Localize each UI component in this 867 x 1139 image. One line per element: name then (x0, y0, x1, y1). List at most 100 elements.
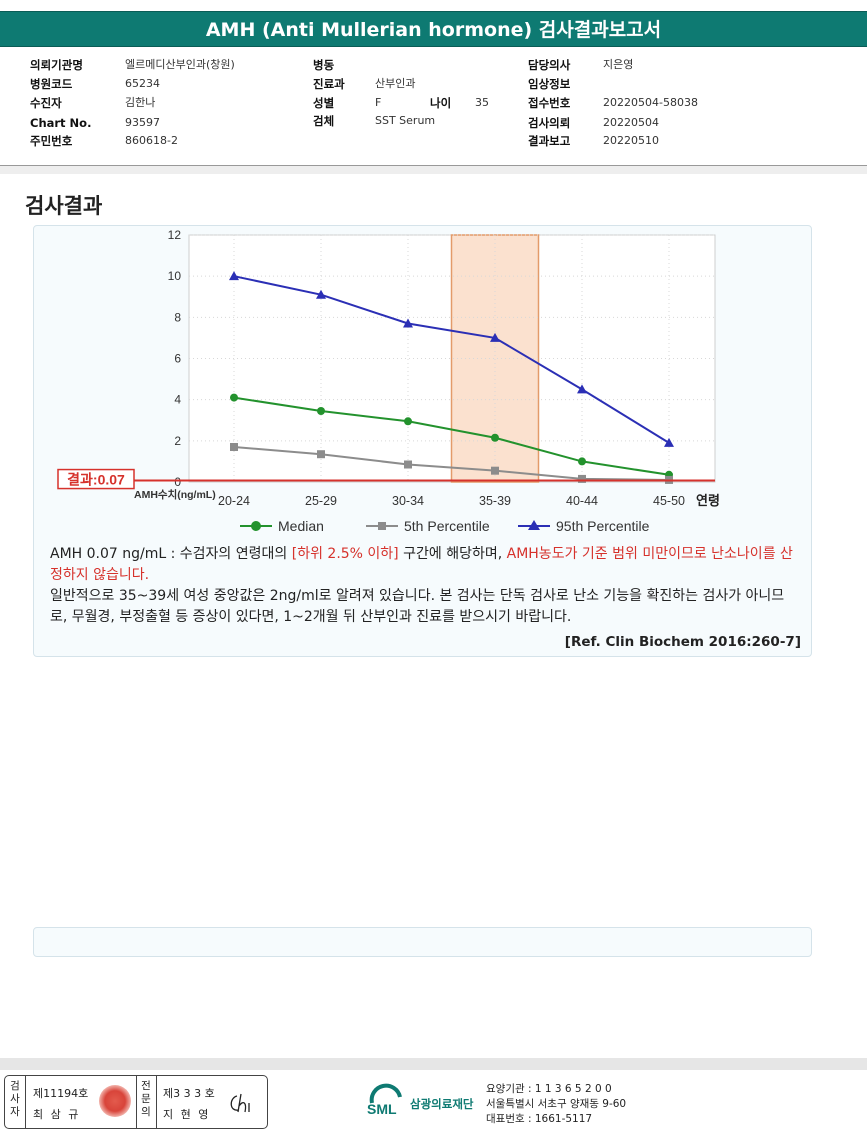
data-point (664, 437, 674, 447)
info-value: 65234 (125, 77, 160, 90)
info-row-request-date: 검사의뢰 (528, 114, 570, 132)
data-point (578, 474, 586, 483)
org-address: 서울특별시 서초구 양재동 9-60 (486, 1098, 627, 1110)
data-point (316, 289, 326, 299)
footer-band (0, 1058, 867, 1070)
y-axis-label: AMH수치(ng/mL) (134, 488, 216, 501)
x-axis-suffix: 연령 (696, 493, 720, 508)
y-tick-label: 0 (174, 475, 181, 489)
info-label: 검사의뢰 (528, 116, 571, 130)
info-row-ward: 병동 (313, 56, 334, 74)
info-label: Chart No. (30, 116, 92, 130)
info-row-department: 진료과 (313, 75, 345, 93)
y-tick-label: 2 (174, 434, 181, 448)
x-tick-label: 45-50 (653, 494, 685, 508)
result-description: AMH 0.07 ng/mL : 수검자의 연령대의 [하위 2.5% 이하] … (50, 544, 800, 628)
divider (156, 1076, 157, 1128)
data-point (577, 384, 587, 394)
legend-label: Median (278, 518, 324, 534)
y-tick-label: 6 (174, 352, 181, 366)
data-point (230, 393, 238, 402)
legend-label: 5th Percentile (404, 518, 490, 534)
info-row-age: 나이 (430, 94, 451, 112)
info-label: 결과보고 (528, 134, 571, 148)
x-tick-label: 30-34 (392, 494, 424, 508)
info-value: 20220504 (603, 116, 659, 129)
official-seal-icon (99, 1085, 131, 1117)
info-label: 병동 (313, 58, 335, 72)
reference-citation: [Ref. Clin Biochem 2016:260-7] (564, 634, 801, 650)
data-point (317, 406, 325, 415)
info-label: 의뢰기관명 (30, 58, 83, 72)
separator-band (0, 166, 867, 174)
result-label: 결과:0.07 (67, 472, 125, 488)
info-value: 20220504-58038 (603, 96, 698, 109)
specialist-name: 지 현 영 (163, 1108, 211, 1121)
info-label: 담당의사 (528, 58, 571, 72)
examiner-name: 최 삼 규 (33, 1108, 81, 1121)
legend-marker (251, 521, 261, 531)
report-title: AMH (Anti Mullerian hormone) 검사결과보고서 (0, 11, 867, 47)
empty-comment-box (33, 927, 812, 957)
legend-marker (378, 522, 386, 530)
info-row-hospital-code: 병원코드 (30, 75, 72, 93)
x-tick-label: 20-24 (218, 494, 250, 508)
legend-marker (528, 520, 540, 530)
info-label: 접수번호 (528, 96, 571, 110)
info-label: 병원코드 (30, 77, 73, 91)
info-row-patient: 수진자 (30, 94, 62, 112)
examiner-license: 제11194호 (33, 1087, 89, 1100)
specialist-label: 전문의 (141, 1080, 151, 1118)
data-point (578, 457, 586, 466)
organization-name: 삼광의료재단 (410, 1097, 474, 1111)
info-label: 임상정보 (528, 77, 571, 91)
data-point (317, 450, 325, 459)
data-point (403, 318, 413, 328)
divider (25, 1076, 26, 1128)
org-code: 요양기관 : 1 1 3 6 5 2 0 0 (486, 1083, 612, 1095)
data-point (230, 443, 238, 452)
specialist-license: 제3 3 3 호 (163, 1087, 215, 1100)
info-label: 수진자 (30, 96, 62, 110)
sml-logo-text: SML (367, 1101, 397, 1117)
info-row-resident-no: 주민번호 (30, 132, 72, 150)
x-tick-label: 25-29 (305, 494, 337, 508)
info-row-report-date: 결과보고 (528, 132, 570, 150)
info-label: 주민번호 (30, 134, 73, 148)
data-point (404, 417, 412, 426)
signature-icon (230, 1093, 250, 1113)
info-label: 검체 (313, 114, 335, 128)
signature-box: 검사자 제11194호 최 삼 규 전문의 제3 3 3 호 지 현 영 (4, 1075, 268, 1129)
info-row-institution: 의뢰기관명 (30, 56, 83, 74)
y-tick-label: 8 (174, 310, 181, 324)
info-value: 93597 (125, 116, 160, 129)
section-title: 검사결과 (25, 194, 103, 218)
info-value: 35 (475, 96, 489, 109)
info-row-chart-no: Chart No. (30, 114, 91, 132)
result-panel: 0 2 4 6 8 10 12 20-24 25-29 30-34 35-39 40-44 45-50 연… (33, 225, 812, 657)
sml-logo-icon: SML (367, 1083, 402, 1117)
data-point (491, 433, 499, 442)
desc-percentile: [하위 2.5% 이하] (291, 546, 399, 562)
desc-warning: AMH농도가 기준 범위 미만이므로 난소나이를 산정하지 않습니다. (50, 546, 793, 583)
y-tick-label: 10 (168, 269, 182, 283)
y-tick-label: 4 (174, 393, 181, 407)
x-tick-label: 40-44 (566, 494, 598, 508)
series-line (233, 275, 670, 444)
desc-general-info: 일반적으로 35~39세 여성 중앙값은 2ng/ml로 알려져 있습니다. 본… (50, 588, 785, 625)
data-point (404, 460, 412, 469)
org-phone: 대표번호 : 1661-5117 (486, 1113, 593, 1125)
series-line (233, 396, 670, 476)
amh-chart: 0 2 4 6 8 10 12 20-24 25-29 30-34 35-39 40-44 45-50 연… (57, 228, 720, 534)
divider (136, 1076, 137, 1128)
info-value: 엘르메디산부인과(창원) (125, 58, 235, 71)
data-point (490, 332, 500, 342)
y-tick-label: 12 (168, 228, 182, 242)
info-value: 지은영 (603, 58, 634, 71)
info-row-clinical-info: 임상정보 (528, 75, 570, 93)
info-label: 성별 (313, 96, 335, 110)
info-value: 산부인과 (375, 77, 416, 90)
desc-prefix: AMH 0.07 ng/mL : 수검자의 연령대의 (50, 546, 292, 562)
examiner-label: 검사자 (10, 1080, 20, 1118)
info-row-sex: 성별 (313, 94, 334, 112)
